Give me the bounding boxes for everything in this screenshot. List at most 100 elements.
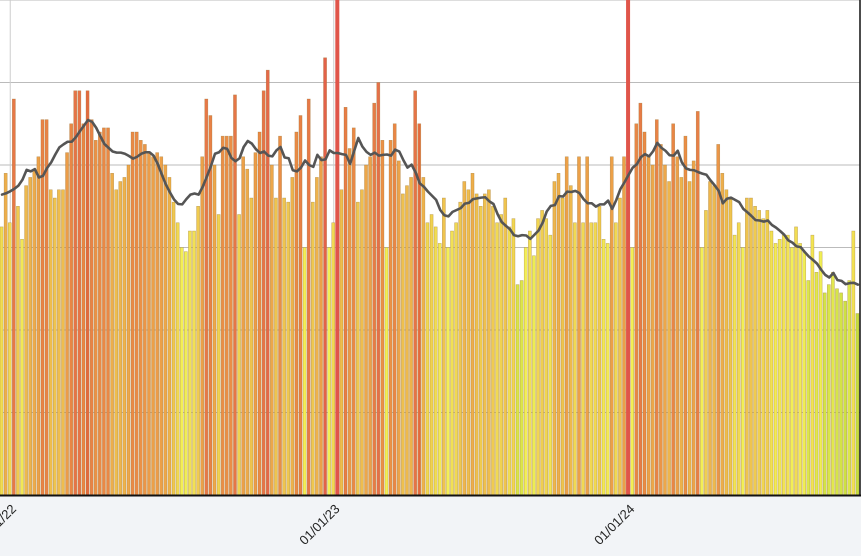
bar <box>3 173 8 496</box>
bar <box>568 185 573 496</box>
bar <box>315 177 319 496</box>
moving-average-line <box>0 118 860 286</box>
highlight-bar <box>626 0 631 495</box>
bar <box>700 247 704 496</box>
bar <box>126 164 131 496</box>
bar <box>687 181 692 496</box>
bar <box>487 189 491 496</box>
bar <box>384 247 389 496</box>
bar <box>757 210 761 496</box>
bar <box>118 181 123 496</box>
bar <box>736 222 741 496</box>
bar <box>831 272 835 496</box>
bar <box>851 230 856 496</box>
bar <box>589 222 594 496</box>
bar <box>470 173 475 496</box>
bar <box>368 156 372 496</box>
bar <box>466 189 471 496</box>
bar <box>12 98 16 496</box>
bar <box>204 98 209 496</box>
bar <box>667 181 671 496</box>
bar <box>327 247 331 496</box>
bar <box>257 131 262 496</box>
bar <box>413 90 417 496</box>
bar <box>122 177 127 496</box>
bar <box>786 234 790 496</box>
bar <box>659 144 663 496</box>
bar <box>310 201 315 496</box>
bar <box>270 164 274 496</box>
bar <box>290 177 295 496</box>
bar <box>556 173 561 496</box>
bar <box>323 57 327 496</box>
moving-average-line-group <box>0 118 860 286</box>
bar <box>462 181 467 496</box>
thin-red-bar <box>418 123 421 495</box>
bar <box>192 230 196 496</box>
bar <box>380 140 385 496</box>
bar <box>57 189 61 496</box>
bar <box>642 131 647 496</box>
bar <box>528 230 532 496</box>
highlight-markers <box>86 0 631 495</box>
bar <box>671 123 675 496</box>
bar <box>171 201 176 496</box>
bar <box>794 226 798 496</box>
bar <box>650 164 655 496</box>
bar <box>519 280 524 496</box>
bar <box>159 156 164 496</box>
bar <box>806 280 811 496</box>
bar <box>155 152 159 496</box>
bar <box>69 123 73 496</box>
bar <box>110 173 114 496</box>
bar <box>151 156 155 496</box>
bar <box>114 189 119 496</box>
bar <box>577 156 581 496</box>
bar <box>212 164 217 496</box>
bar <box>249 197 254 496</box>
bar <box>753 206 757 496</box>
bar <box>523 247 528 496</box>
bar <box>184 251 188 496</box>
bar <box>306 98 311 496</box>
bar <box>179 247 184 496</box>
thin-red-bar <box>86 90 89 495</box>
bar <box>147 152 151 496</box>
bar <box>777 239 782 496</box>
bar <box>138 140 143 496</box>
bar <box>773 243 778 496</box>
bar <box>7 222 12 496</box>
bar <box>24 185 28 496</box>
bar <box>679 177 684 496</box>
bar <box>409 177 413 496</box>
bar <box>196 206 200 496</box>
bar <box>728 197 733 496</box>
bar <box>360 189 364 496</box>
bar <box>564 156 569 496</box>
bar <box>376 82 381 496</box>
bar <box>458 201 463 496</box>
bar <box>106 127 110 496</box>
bar <box>216 214 221 496</box>
bar <box>32 168 37 496</box>
bars <box>0 45 860 496</box>
bar <box>433 226 438 496</box>
x-axis-band <box>0 496 861 556</box>
bar <box>347 148 352 496</box>
bar <box>712 185 716 496</box>
bar <box>826 284 831 496</box>
bar <box>810 234 815 496</box>
bar <box>704 210 708 496</box>
bar <box>167 177 172 496</box>
bar <box>331 222 336 496</box>
bar <box>224 135 229 496</box>
bar <box>822 292 827 496</box>
bar <box>237 214 241 496</box>
bar <box>540 210 544 496</box>
bar <box>339 189 344 496</box>
bar <box>765 210 770 496</box>
bar <box>364 164 368 496</box>
bar <box>798 243 802 496</box>
bar <box>81 123 86 496</box>
